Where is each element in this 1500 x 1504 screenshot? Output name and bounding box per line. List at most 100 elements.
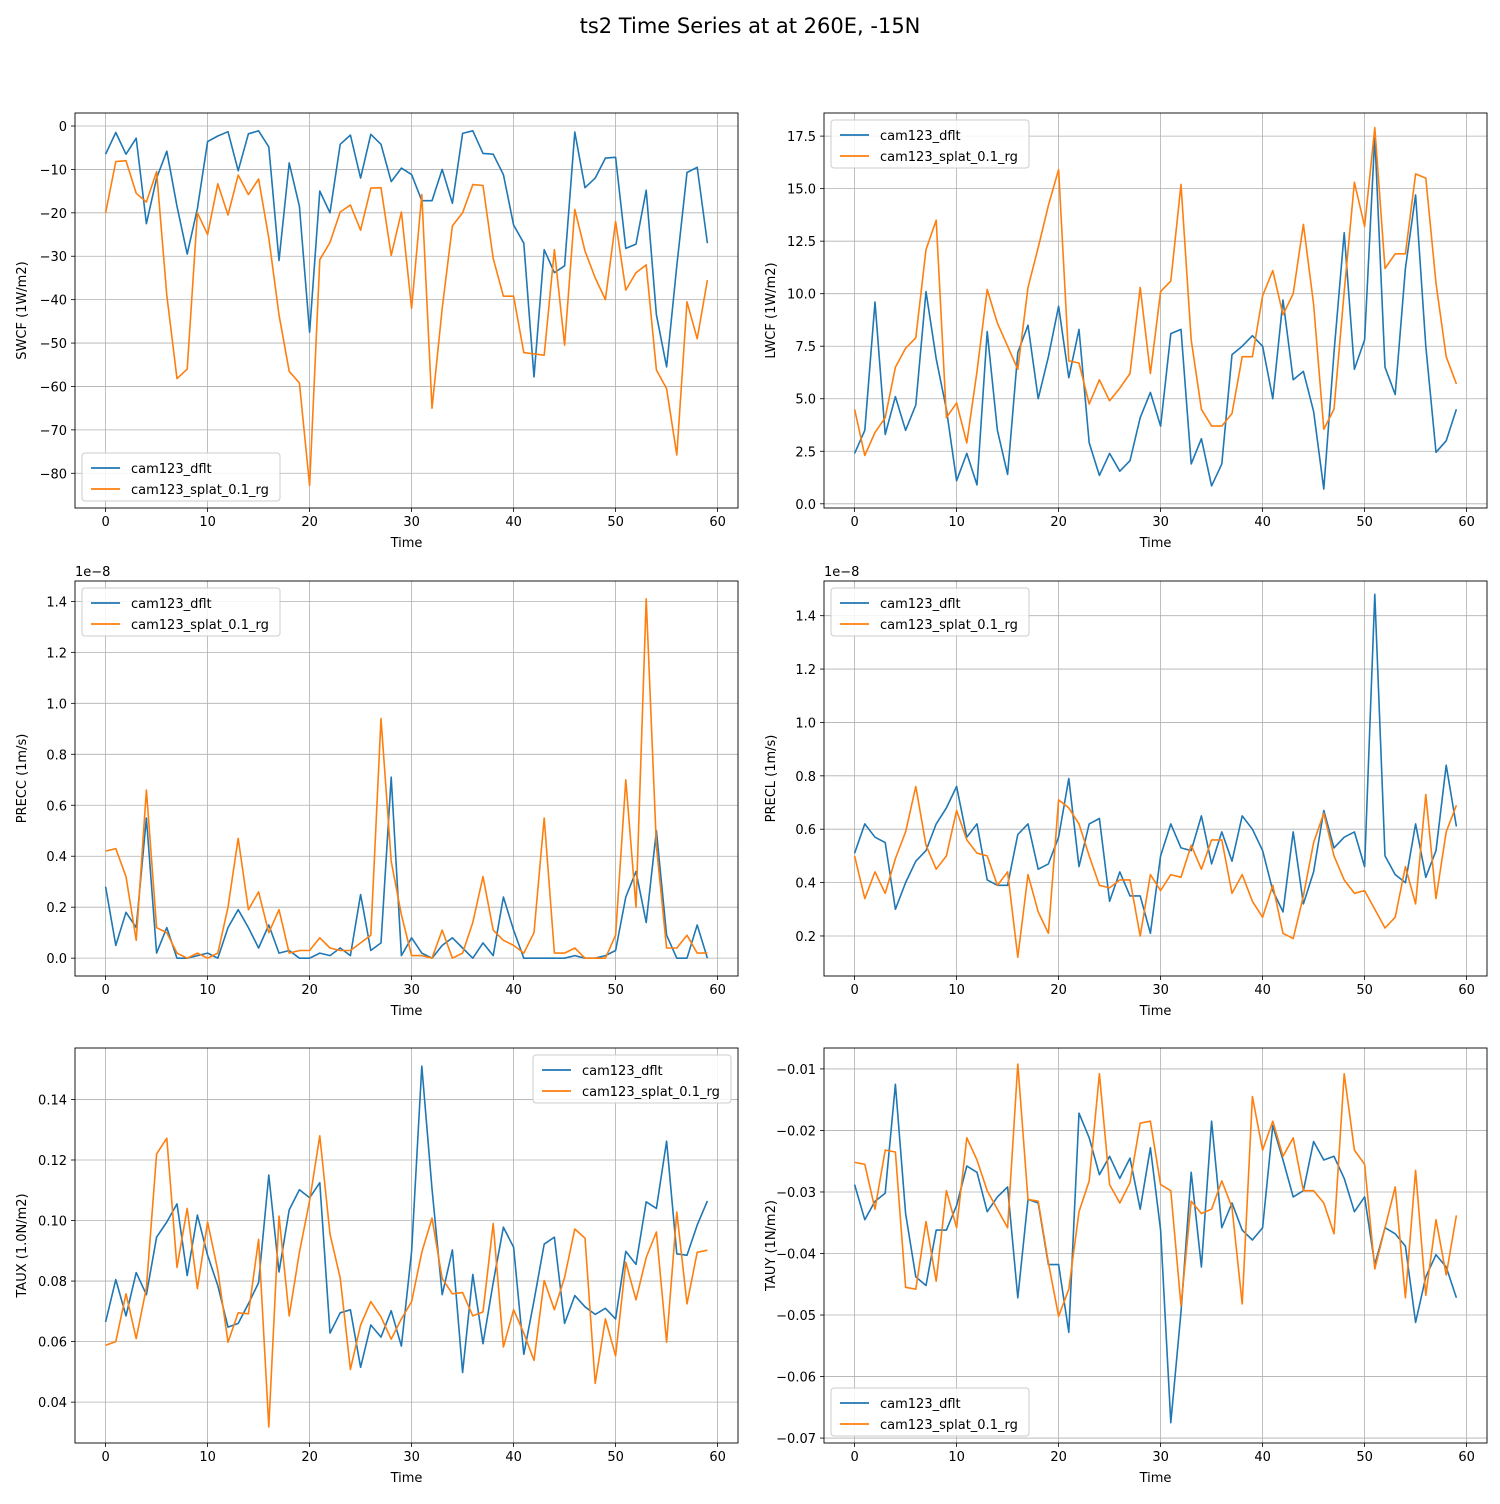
y-tick-label: −20	[40, 207, 67, 222]
y-tick-label: 0.10	[38, 1215, 67, 1230]
x-tick-label: 50	[607, 983, 624, 998]
legend-label: cam123_splat_0.1_rg	[880, 150, 1018, 165]
y-tick-label: −70	[40, 424, 67, 439]
figure-title: ts2 Time Series at at 260E, -15N	[579, 14, 921, 38]
y-tick-label: 17.5	[787, 130, 816, 145]
y-tick-label: −30	[40, 250, 67, 265]
legend-label: cam123_splat_0.1_rg	[131, 618, 269, 633]
legend: cam123_dflt cam123_splat_0.1_rg	[81, 587, 281, 637]
x-tick-label: 40	[1254, 1450, 1271, 1465]
y-axis-label: PRECC (1m/s)	[15, 734, 30, 824]
x-tick-label: 20	[301, 515, 318, 530]
y-tick-label: −0.07	[776, 1432, 816, 1447]
legend-label: cam123_dflt	[582, 1064, 663, 1079]
series-line-cam123_splat_0.1_rg	[105, 1135, 708, 1428]
y-tick-label: 0.06	[38, 1336, 67, 1351]
legend: cam123_dflt cam123_splat_0.1_rg	[830, 119, 1030, 169]
x-axis-label: Time	[390, 1471, 423, 1486]
legend-label: cam123_dflt	[880, 597, 961, 612]
x-tick-label: 30	[1152, 1450, 1169, 1465]
x-tick-label: 40	[505, 1450, 522, 1465]
subplot-4: 0 10 20 30 40 50 60 0.2 0.4 0.6 0.8 1.0 1.2 1.4 Time PR…	[764, 565, 1488, 1019]
y-tick-label: 2.5	[795, 445, 816, 460]
series-line-cam123_splat_0.1_rg	[854, 1063, 1458, 1318]
x-axis-label: Time	[390, 536, 423, 551]
y-tick-label: 0.04	[38, 1396, 67, 1411]
legend-box	[830, 119, 1030, 169]
x-tick-label: 60	[1458, 515, 1475, 530]
y-axis-label: TAUX (1.0N/m2)	[15, 1193, 30, 1298]
legend-label: cam123_splat_0.1_rg	[880, 618, 1018, 633]
x-tick-label: 0	[850, 983, 858, 998]
x-tick-label: 50	[607, 515, 624, 530]
x-axis-label: Time	[1139, 1004, 1172, 1019]
x-tick-label: 60	[709, 983, 726, 998]
series-line-cam123_dflt	[104, 776, 709, 960]
x-tick-label: 30	[403, 515, 420, 530]
axes-frame	[823, 112, 1488, 509]
legend-label: cam123_dflt	[880, 1397, 961, 1412]
legend-label: cam123_dflt	[131, 597, 212, 612]
x-tick-label: 50	[607, 1450, 624, 1465]
series-line-cam123_dflt	[104, 1065, 709, 1374]
y-tick-label: −0.04	[776, 1247, 816, 1262]
y-tick-label: 0.08	[38, 1275, 67, 1290]
x-tick-label: 20	[301, 1450, 318, 1465]
y-tick-label: 1.0	[795, 716, 816, 731]
y-tick-label: 1.0	[46, 697, 67, 712]
x-tick-label: 10	[199, 1450, 216, 1465]
y-tick-label: −60	[40, 380, 67, 395]
legend: cam123_dflt cam123_splat_0.1_rg	[830, 587, 1030, 637]
x-tick-label: 20	[301, 983, 318, 998]
x-tick-label: 30	[1152, 515, 1169, 530]
y-tick-label: −10	[40, 163, 67, 178]
legend-box	[81, 452, 281, 502]
y-tick-label: 0.6	[795, 823, 816, 838]
y-tick-label: 5.0	[795, 393, 816, 408]
axes-frame	[74, 112, 739, 509]
x-axis-label: Time	[390, 1004, 423, 1019]
x-tick-label: 10	[199, 515, 216, 530]
legend-label: cam123_splat_0.1_rg	[880, 1418, 1018, 1433]
y-tick-label: 7.5	[795, 340, 816, 355]
x-tick-label: 40	[505, 983, 522, 998]
series-line-cam123_splat_0.1_rg	[853, 785, 1458, 959]
x-tick-label: 30	[1152, 983, 1169, 998]
series-line-cam123_dflt	[853, 593, 1458, 935]
y-tick-label: −80	[40, 467, 67, 482]
series-line-cam123_splat_0.1_rg	[104, 159, 709, 487]
subplot-3: 0 10 20 30 40 50 60 0.0 0.2 0.4 0.6 0.8 1.0 1.2 1.4 Tim…	[15, 565, 739, 1019]
y-axis-label: PRECL (1m/s)	[764, 735, 779, 823]
y-tick-label: −0.03	[776, 1186, 816, 1201]
y-scale-note: 1e−8	[824, 565, 859, 580]
y-tick-label: 12.5	[787, 235, 816, 250]
y-tick-label: −50	[40, 337, 67, 352]
subplot-5: 0 10 20 30 40 50 60 0.04 0.06 0.08 0.10 0.12 0.14 Tim…	[15, 1047, 739, 1486]
legend-label: cam123_dflt	[131, 462, 212, 477]
x-tick-label: 10	[199, 983, 216, 998]
y-tick-label: 0.8	[46, 748, 67, 763]
x-tick-label: 30	[403, 1450, 420, 1465]
y-tick-label: 1.4	[46, 595, 67, 610]
legend-box	[81, 587, 281, 637]
x-tick-label: 50	[1356, 1450, 1373, 1465]
y-tick-label: 0.0	[46, 952, 67, 967]
subplot-2: 0 10 20 30 40 50 60 0.0 2.5 5.0 7.5 10.0 12.5 15.0 17.…	[764, 112, 1488, 551]
y-axis-label: LWCF (1W/m2)	[764, 262, 779, 358]
x-tick-label: 30	[403, 983, 420, 998]
series-line-cam123_dflt	[853, 1083, 1458, 1424]
y-tick-label: 15.0	[787, 183, 816, 198]
legend-label: cam123_dflt	[880, 129, 961, 144]
y-tick-label: −0.06	[776, 1371, 816, 1386]
legend: cam123_dflt cam123_splat_0.1_rg	[830, 1387, 1030, 1437]
y-tick-label: 0.4	[795, 877, 816, 892]
x-tick-label: 60	[709, 515, 726, 530]
y-tick-label: −0.01	[776, 1063, 816, 1078]
x-tick-label: 50	[1356, 515, 1373, 530]
series-line-cam123_dflt	[853, 135, 1458, 490]
y-tick-label: 0.12	[38, 1154, 67, 1169]
legend: cam123_dflt cam123_splat_0.1_rg	[81, 452, 281, 502]
y-tick-label: 0.2	[795, 930, 816, 945]
x-tick-label: 0	[101, 1450, 109, 1465]
